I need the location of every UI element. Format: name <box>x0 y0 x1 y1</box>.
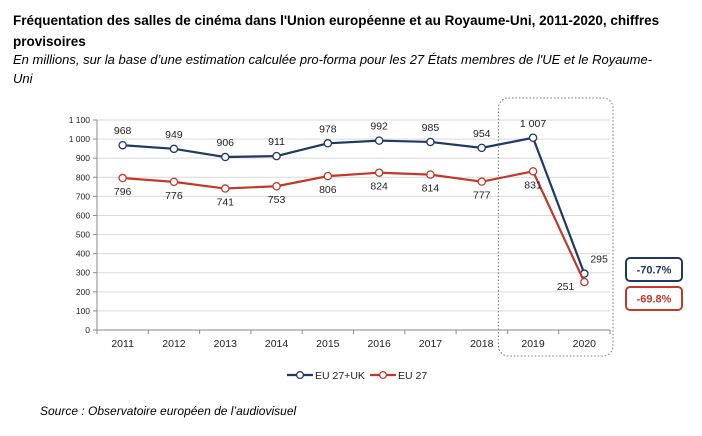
data-point-eu27-2015 <box>323 171 333 181</box>
legend-marker-eu27uk <box>295 370 305 380</box>
data-point-eu27-2019 <box>528 167 538 176</box>
data-point-eu27-2012 <box>169 177 179 187</box>
data-label-eu27uk-2012: 949 <box>165 129 183 141</box>
data-label-eu27uk-2013: 906 <box>216 137 234 149</box>
x-tick-label-2017: 2017 <box>419 338 443 350</box>
legend-label-eu27uk: EU 27+UK <box>315 370 365 382</box>
x-tick-label-2011: 2011 <box>111 338 134 350</box>
data-point-eu27-2013 <box>220 184 230 193</box>
data-point-eu27uk-2013 <box>220 152 230 162</box>
series-lines <box>118 133 589 287</box>
data-label-eu27-2020: 251 <box>557 281 575 293</box>
x-tick-label-2014: 2014 <box>265 338 289 350</box>
data-point-eu27-2017 <box>426 170 435 179</box>
y-tick-label: 1 100 <box>69 115 91 125</box>
data-label-eu27-2013: 741 <box>216 197 234 209</box>
y-tick-label: 600 <box>76 210 90 220</box>
data-point-eu27uk-2012 <box>169 144 179 154</box>
change-badge-label-eu27: -69.8% <box>637 294 672 306</box>
y-tick-label: 100 <box>76 306 90 316</box>
y-tick-label: 300 <box>76 268 90 278</box>
data-point-eu27uk-2019 <box>528 133 538 143</box>
legend: EU 27+UK EU 27 <box>287 370 427 382</box>
data-label-eu27uk-2014: 911 <box>268 136 285 148</box>
y-tick-label: 900 <box>76 153 90 163</box>
data-label-eu27uk-2017: 985 <box>422 122 440 134</box>
data-labels: 968 949 906 911 978 992 985 954 1 007 295 796 776 74… <box>114 118 608 293</box>
chart-subtitle: En millions, sur la base d’une estimatio… <box>13 52 653 86</box>
x-tick-label-2019: 2019 <box>521 338 545 350</box>
x-tick-label-2013: 2013 <box>214 338 238 350</box>
y-tick-label: 700 <box>76 191 90 201</box>
y-tick-label: 0 <box>85 325 90 335</box>
data-point-eu27-2018 <box>477 177 486 186</box>
change-badges: -70.7% -69.8% <box>625 257 683 311</box>
data-label-eu27uk-2018: 954 <box>473 128 491 140</box>
data-label-eu27-2012: 776 <box>165 190 183 202</box>
data-label-eu27-2017: 814 <box>422 183 440 195</box>
data-point-eu27-2016 <box>374 168 384 177</box>
data-label-eu27-2016: 824 <box>370 181 388 193</box>
data-point-eu27-2020 <box>580 277 589 287</box>
y-axis: 0 100 200 300 400 500 600 700 800 900 1 000 1 100 <box>69 115 98 335</box>
data-label-eu27uk-2015: 978 <box>319 123 337 135</box>
x-tick-label-2016: 2016 <box>367 338 391 350</box>
data-label-eu27uk-2019: 1 007 <box>520 118 546 130</box>
y-tick-label: 1 000 <box>69 134 91 144</box>
data-label-eu27uk-2020: 295 <box>590 254 608 266</box>
x-tick-label-2015: 2015 <box>316 338 340 350</box>
y-tick-label: 200 <box>76 287 90 297</box>
data-point-eu27uk-2018 <box>477 143 486 153</box>
change-badge-eu27 <box>625 286 683 311</box>
data-point-eu27uk-2016 <box>374 136 384 145</box>
x-axis: 2011 2012 2013 2014 2015 2016 2017 2018 2019 2020 <box>96 330 611 350</box>
data-point-eu27uk-2011 <box>118 140 127 150</box>
change-badge-label-eu27uk: -70.7% <box>637 265 672 277</box>
legend-marker-eu27 <box>378 370 388 380</box>
y-tick-label: 500 <box>76 230 90 240</box>
data-label-eu27-2011: 796 <box>114 186 132 198</box>
data-label-eu27-2018: 777 <box>473 190 491 202</box>
series-line-eu27 <box>122 170 586 283</box>
data-label-eu27-2019: 831 <box>524 179 542 191</box>
data-label-eu27-2014: 753 <box>268 194 286 206</box>
data-point-eu27uk-2017 <box>426 137 435 147</box>
x-tick-label-2020: 2020 <box>573 338 597 350</box>
legend-label-eu27: EU 27 <box>398 370 427 382</box>
y-tick-label: 400 <box>76 249 90 259</box>
data-point-eu27uk-2014 <box>272 151 281 161</box>
change-badge-eu27uk <box>625 257 683 282</box>
data-point-eu27uk-2015 <box>323 139 333 148</box>
source-note: Source : Observatoire européen de l’audi… <box>40 404 297 418</box>
highlight-box-2019-2020 <box>497 97 614 357</box>
data-label-eu27uk-2016: 992 <box>370 121 388 133</box>
data-label-eu27uk-2011: 968 <box>114 125 132 137</box>
series-line-eu27uk <box>122 136 586 275</box>
x-tick-label-2012: 2012 <box>162 338 186 350</box>
data-point-eu27-2011 <box>118 173 127 183</box>
chart-title: Fréquentation des salles de cinéma dans … <box>13 13 660 49</box>
y-tick-label: 800 <box>76 172 90 182</box>
data-point-eu27-2014 <box>272 181 281 191</box>
data-label-eu27-2015: 806 <box>319 184 337 196</box>
x-tick-label-2018: 2018 <box>470 338 494 350</box>
